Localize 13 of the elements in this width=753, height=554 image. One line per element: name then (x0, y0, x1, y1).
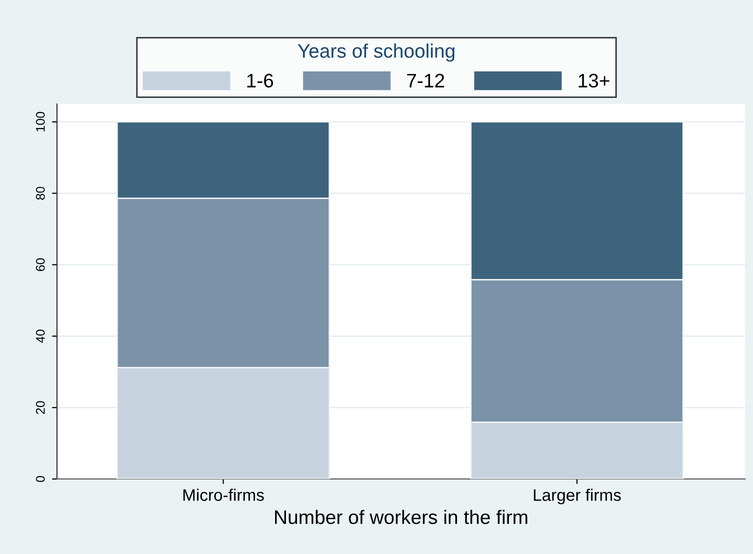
y-tick-label: 20 (36, 401, 45, 414)
y-tick-label: 60 (36, 258, 45, 272)
legend-label: 13+ (578, 74, 610, 88)
x-tick-label: Larger firms (534, 488, 621, 504)
x-tick-label: Micro-firms (183, 488, 264, 501)
legend-label: 7-12 (407, 74, 444, 88)
y-tick-label: 0 (36, 476, 45, 482)
legend-label: 1-6 (247, 74, 274, 88)
y-tick-label: 80 (36, 186, 45, 200)
x-axis-title: Number of workers in the firm (275, 510, 528, 524)
y-tick-label: 40 (36, 330, 45, 343)
legend-title: Years of schooling (298, 44, 454, 62)
y-tick-label: 100 (36, 112, 45, 132)
